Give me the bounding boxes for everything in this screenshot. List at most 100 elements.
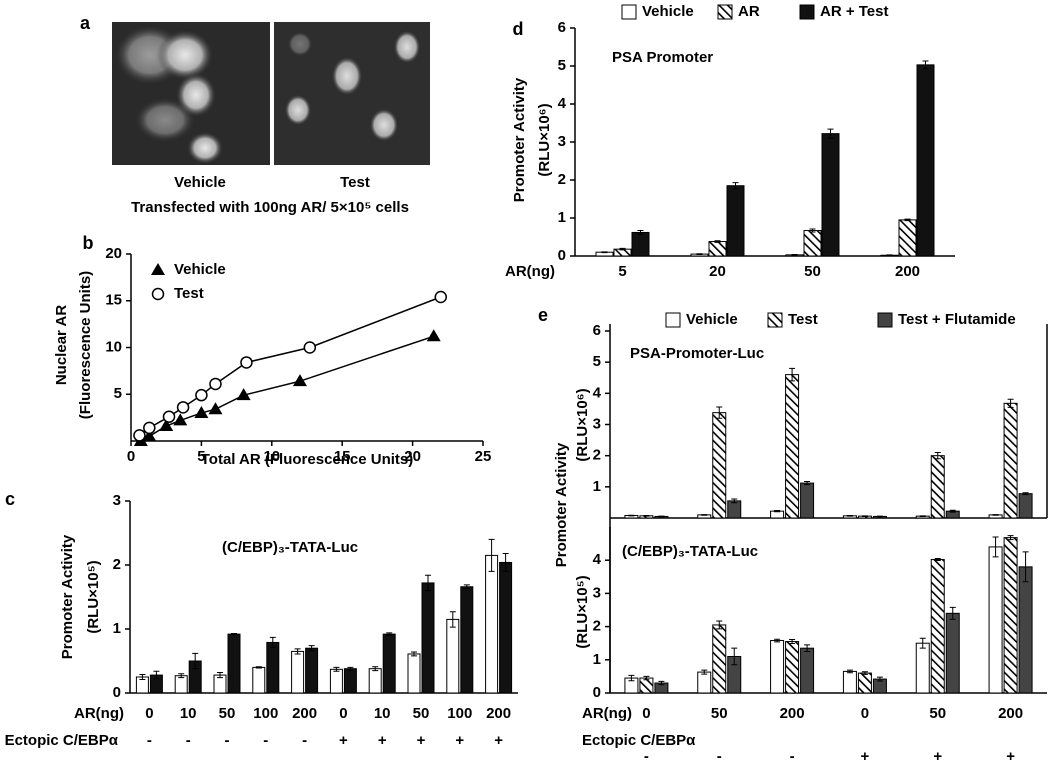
x-tick-label: + <box>1006 748 1015 764</box>
error-bar <box>696 253 703 255</box>
y-tick-label: 1 <box>558 209 566 226</box>
bar <box>945 612 960 694</box>
error-bar <box>463 584 470 590</box>
error-bar <box>255 666 262 669</box>
legend-label: AR + Test <box>820 3 889 20</box>
marker <box>240 356 253 369</box>
bar <box>266 641 280 694</box>
error-bar <box>139 673 146 681</box>
x-tick-label: - <box>302 732 307 749</box>
error-bar <box>992 514 999 516</box>
y-tick-label: 15 <box>105 292 122 309</box>
x-tick-label: - <box>186 732 191 749</box>
error-bar <box>827 128 834 139</box>
error-bar <box>809 228 816 233</box>
marker <box>133 429 146 442</box>
panel-label: c <box>5 489 15 509</box>
y-tick-label: 4 <box>593 384 602 401</box>
bar <box>343 668 357 694</box>
nucleus <box>394 31 420 63</box>
bar <box>1018 493 1033 519</box>
bar <box>930 559 945 694</box>
x-tick-label: + <box>933 748 942 764</box>
error-bar <box>1007 398 1014 408</box>
nucleus <box>332 57 362 95</box>
legend-label: Test + Flutamide <box>898 311 1016 328</box>
nucleus <box>370 109 398 141</box>
y-tick-label: 0 <box>113 684 121 701</box>
bar <box>291 650 305 694</box>
x-tick-label: 50 <box>929 705 946 722</box>
legend-swatch <box>717 4 733 20</box>
bar <box>485 554 499 694</box>
error-bar <box>294 648 301 655</box>
error-bar <box>658 515 665 518</box>
y-axis-label: Promoter Activity <box>59 534 76 659</box>
legend-label: AR <box>738 3 760 20</box>
bar <box>446 618 460 694</box>
x-axis-label: Total AR (Fluorescence Units) <box>201 451 414 468</box>
marker <box>173 413 188 426</box>
line <box>138 296 442 436</box>
x-tick-label: 0 <box>861 705 869 722</box>
y-tick-label: 1 <box>593 651 601 668</box>
y-tick-label: 5 <box>593 353 601 370</box>
x-tick-label: 50 <box>413 705 430 722</box>
y-tick-label: 3 <box>558 133 566 150</box>
annotation: PSA Promoter <box>612 49 713 66</box>
x-tick-label: + <box>494 732 503 749</box>
error-bar <box>628 514 635 517</box>
marker <box>303 341 317 354</box>
error-bar <box>643 515 650 517</box>
x-tick-label: 100 <box>447 705 472 722</box>
bar <box>726 185 745 257</box>
error-bar <box>178 673 185 679</box>
row-label: Ectopic C/EBPα <box>5 732 119 749</box>
x-tick-label: + <box>378 732 387 749</box>
x-tick-label: 5 <box>618 263 626 280</box>
error-bar <box>449 611 456 628</box>
bar <box>800 647 815 694</box>
marker <box>176 401 190 414</box>
bar <box>770 640 785 694</box>
error-bar <box>637 230 644 235</box>
error-bar <box>804 481 811 486</box>
x-tick-label: 0 <box>127 448 135 465</box>
bar <box>407 653 421 694</box>
error-bar <box>701 514 708 516</box>
marker <box>434 290 448 304</box>
x-tick-label: 0 <box>145 705 153 722</box>
panel-label: d <box>513 19 524 39</box>
marker <box>426 329 441 342</box>
legend-swatch <box>621 4 637 20</box>
error-bar <box>714 240 721 243</box>
bar <box>1003 402 1018 519</box>
error-bar <box>628 674 635 682</box>
y-tick-label: 4 <box>558 95 567 112</box>
bar <box>916 64 935 257</box>
marker <box>236 388 251 401</box>
error-bar <box>1022 551 1029 583</box>
x-tick-label: - <box>790 748 795 764</box>
y-tick-label: 5 <box>558 57 566 74</box>
x-tick-label: + <box>861 748 870 764</box>
x-tick-label: - <box>263 732 268 749</box>
error-bar <box>919 637 926 649</box>
error-bar <box>904 218 911 222</box>
bar <box>1018 566 1033 694</box>
y-tick-label: 3 <box>113 492 121 509</box>
error-bar <box>804 644 811 652</box>
marker <box>143 421 156 435</box>
error-bar <box>1022 492 1029 496</box>
bar <box>988 546 1003 694</box>
x-tick-label: 0 <box>642 705 650 722</box>
error-bar <box>934 558 941 562</box>
x-tick-label: 15 <box>334 448 351 465</box>
error-bar <box>774 510 781 513</box>
error-bar <box>876 515 883 518</box>
error-bar <box>619 247 626 251</box>
error-bar <box>731 498 738 504</box>
y-tick-label: 2 <box>558 171 566 188</box>
x-tick-label: 25 <box>475 448 492 465</box>
